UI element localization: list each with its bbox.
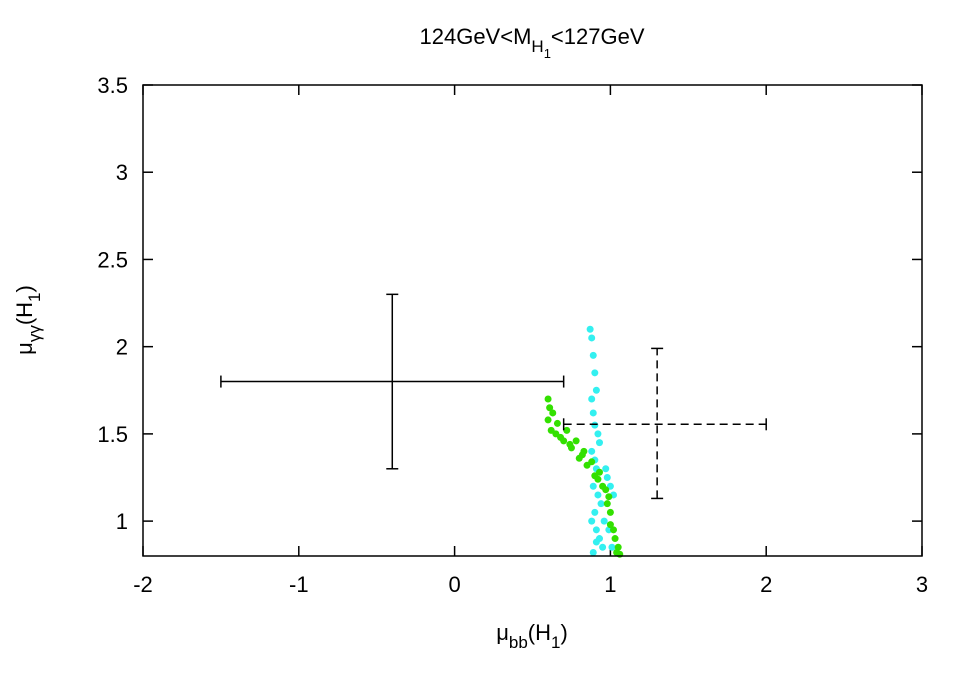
point <box>592 526 600 534</box>
point <box>608 543 616 551</box>
chart-title: 124GeV<MH1<127GeV <box>420 24 645 61</box>
point <box>589 482 597 490</box>
label-part: μ <box>12 342 37 355</box>
label-part: ) <box>560 620 567 645</box>
point <box>549 409 557 417</box>
point <box>605 493 613 501</box>
y-tick-label: 2 <box>116 335 128 360</box>
title-part: 124GeV<M <box>420 24 532 49</box>
plot-frame <box>142 84 923 557</box>
x-tick-label: -2 <box>133 572 153 597</box>
point <box>594 491 602 499</box>
point <box>546 404 554 412</box>
y-axis-label: μγγ(H1) <box>12 285 44 355</box>
point <box>610 526 618 534</box>
label-part: (H <box>528 620 551 645</box>
point <box>588 517 596 525</box>
label-part: μ <box>496 620 509 645</box>
point <box>589 409 597 417</box>
point <box>594 430 602 438</box>
point <box>566 440 574 448</box>
point <box>603 500 611 508</box>
point <box>597 500 605 508</box>
point <box>599 543 607 551</box>
point <box>589 549 597 557</box>
point <box>586 325 594 333</box>
point <box>563 426 571 434</box>
point <box>603 474 611 481</box>
point <box>592 386 600 394</box>
point <box>602 465 610 473</box>
point <box>591 369 599 377</box>
x-tick-label: 1 <box>604 572 616 597</box>
y-tick-label: 3.5 <box>97 73 128 98</box>
point <box>602 486 610 494</box>
label-part: γγ <box>25 325 44 343</box>
y-tick-label: 1 <box>116 509 128 534</box>
title-part: 1 <box>544 46 551 61</box>
y-tick-label: 1.5 <box>97 422 128 447</box>
point <box>578 451 586 459</box>
label-part: 1 <box>551 633 560 652</box>
point <box>588 395 596 403</box>
x-tick-label: 3 <box>916 572 928 597</box>
point <box>591 508 599 516</box>
point <box>595 439 603 447</box>
title-part: H <box>531 37 543 56</box>
point <box>606 521 614 529</box>
point <box>600 517 608 525</box>
point <box>606 508 614 516</box>
point <box>591 421 599 429</box>
x-tick-label: -1 <box>289 572 309 597</box>
point <box>557 433 565 441</box>
point <box>553 419 561 427</box>
x-axis-label: μbb(H1) <box>496 620 568 652</box>
point <box>588 447 596 455</box>
point <box>588 458 596 466</box>
point <box>595 468 603 476</box>
x-tick-label: 2 <box>760 572 772 597</box>
point <box>611 535 619 543</box>
label-part: (H <box>12 302 37 325</box>
label-part: 1 <box>25 292 44 301</box>
point <box>589 351 597 359</box>
point <box>588 334 596 342</box>
label-part: ) <box>12 285 37 292</box>
x-tick-label: 0 <box>448 572 460 597</box>
y-tick-label: 3 <box>116 160 128 185</box>
title-part: <127GeV <box>551 24 645 49</box>
point <box>594 475 602 483</box>
y-tick-label: 2.5 <box>97 247 128 272</box>
label-part: bb <box>509 633 528 652</box>
point <box>572 437 580 445</box>
point <box>544 416 552 424</box>
point <box>592 538 600 546</box>
point <box>544 395 552 403</box>
